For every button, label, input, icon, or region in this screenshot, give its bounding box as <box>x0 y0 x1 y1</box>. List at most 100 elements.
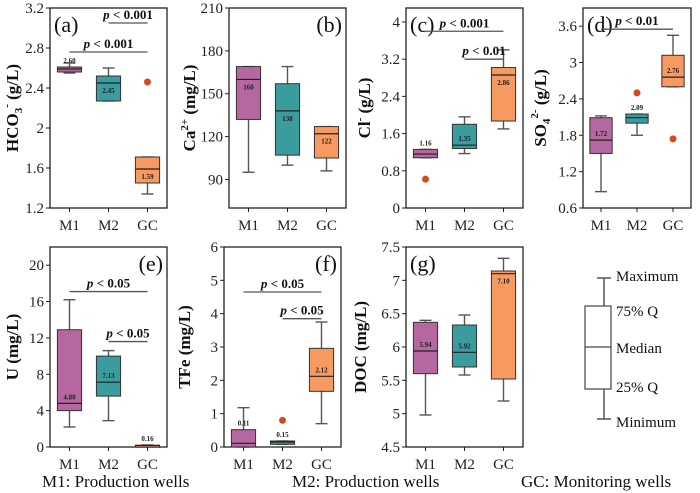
median-value-label: 5.92 <box>458 342 471 350</box>
x-tick-label: M2 <box>454 218 475 234</box>
panel-f: 0 1 2 3 4 5 6 M1 M2 GC TFe (mg/L) (f) 0.11 0.15 2.12 p … <box>175 240 342 473</box>
panel-label: (g) <box>410 251 436 276</box>
median-value-label: 0.11 <box>238 420 250 428</box>
iqr-box <box>313 126 340 159</box>
box-M1: 1.16 <box>412 139 439 183</box>
iqr-box <box>269 440 296 445</box>
legend-label-median: Median <box>616 341 662 357</box>
y-tick-label: 6 <box>393 340 401 356</box>
box-M2: 2.09 <box>625 89 649 136</box>
iqr-box <box>95 355 122 397</box>
legend-label-q75: 75% Q <box>616 304 658 320</box>
panel-e: 0 4 8 12 16 20 M1 M2 GC U (mg/L) (e) 4.80 7.13 0.16 p … <box>3 246 168 473</box>
box-M2: 2.45 <box>95 67 122 102</box>
panel-g: 4.5 5 5.5 6 6.5 7 7.5 M1 M2 GC DOC (mg/L) (g) 5.94 5.… <box>351 240 524 473</box>
x-tick-label: GC <box>137 218 158 234</box>
x-tick-label: M2 <box>98 218 119 234</box>
y-tick-label: 150 <box>201 87 224 103</box>
box-M2: 0.15 <box>269 416 296 446</box>
panel-c: 0 0.8 1.6 2.4 3.2 4 M1 M2 GC Cl- (g/L) (c) 1.16 1.35… <box>354 7 524 234</box>
legend-label-q25: 25% Q <box>616 380 658 396</box>
y-tick-label: 0 <box>37 440 45 456</box>
panel-label: (c) <box>410 12 434 37</box>
box-legend: Maximum 75% Q Median 25% Q Minimum <box>584 269 679 431</box>
significance-label: p < 0.01 <box>461 43 505 58</box>
y-tick-label: 0 <box>393 201 401 217</box>
panel-label: (b) <box>316 12 342 37</box>
y-tick-label: 3 <box>570 56 578 72</box>
y-tick-label: 2.4 <box>25 81 44 97</box>
outlier-point <box>144 78 151 86</box>
y-axis-label: DOC (mg/L) <box>351 301 370 393</box>
x-tick-label: GC <box>316 218 337 234</box>
box-GC: 2.12 <box>308 321 335 425</box>
y-axis-label: SO42- (g/L) <box>529 69 553 147</box>
significance-label: p < 0.001 <box>439 15 490 30</box>
box-M1: 2.60 <box>56 57 83 74</box>
panel-label: (a) <box>54 12 78 37</box>
median-value-label: 160 <box>243 83 254 91</box>
panel-a: 1.2 1.6 2 2.4 2.8 3.2 M1 M2 GC HCO3- (g/L) (a) 2.60… <box>1 1 168 234</box>
y-tick-label: 0.8 <box>381 164 400 180</box>
y-tick-label: 5.5 <box>381 373 400 389</box>
median-value-label: 2.45 <box>102 87 115 95</box>
y-tick-label: 3.2 <box>25 1 44 17</box>
box-GC: 0.16 <box>134 435 161 448</box>
x-tick-label: M1 <box>238 218 259 234</box>
x-tick-label: M1 <box>415 457 436 473</box>
x-tick-label: M2 <box>454 457 475 473</box>
iqr-box <box>95 75 122 102</box>
iqr-box <box>490 270 517 380</box>
panel-label: (f) <box>315 251 337 276</box>
iqr-box <box>589 117 613 154</box>
y-tick-label: 3 <box>211 340 219 356</box>
y-tick-label: 3.6 <box>558 19 577 35</box>
x-tick-label: GC <box>311 457 332 473</box>
x-tick-label: M1 <box>591 218 612 234</box>
significance-label: p < 0.05 <box>260 276 305 291</box>
y-tick-label: 16 <box>29 295 45 311</box>
footer-gc: GC: Monitoring wells <box>521 472 671 491</box>
x-tick-label: M2 <box>272 457 293 473</box>
box-M2: 138 <box>274 65 301 166</box>
box-M1: 5.94 <box>412 319 439 416</box>
median-value-label: 2.76 <box>667 67 680 75</box>
y-tick-label: 2 <box>37 121 45 137</box>
y-tick-label: 7.5 <box>381 240 400 256</box>
box-GC: 122 <box>313 125 340 172</box>
legend-label-maximum: Maximum <box>616 269 679 285</box>
x-tick-label: M2 <box>277 218 298 234</box>
median-value-label: 0.15 <box>276 431 289 439</box>
y-tick-label: 4 <box>37 404 45 420</box>
y-axis-label: HCO3- (g/L) <box>1 64 25 152</box>
y-tick-label: 12 <box>29 331 44 347</box>
iqr-box <box>661 54 685 88</box>
y-tick-label: 8 <box>37 367 45 383</box>
iqr-box <box>235 66 262 120</box>
median-value-label: 5.94 <box>419 341 432 349</box>
iqr-box <box>490 67 517 122</box>
y-tick-label: 3.2 <box>381 52 400 68</box>
y-tick-label: 6.5 <box>381 307 400 323</box>
y-tick-label: 5 <box>211 273 219 289</box>
x-tick-label: M2 <box>627 218 648 234</box>
panel-label: (d) <box>587 12 613 37</box>
median-value-label: 0.16 <box>141 435 154 443</box>
y-axis-label: Ca2+ (mg/L) <box>179 65 199 152</box>
x-tick-label: GC <box>493 218 514 234</box>
y-tick-label: 1.2 <box>558 165 577 181</box>
y-tick-label: 4 <box>211 307 219 323</box>
median-value-label: 1.16 <box>419 139 432 147</box>
x-tick-label: M1 <box>415 218 436 234</box>
median-value-label: 2.12 <box>315 366 328 374</box>
box-M1: 1.72 <box>589 115 613 193</box>
iqr-box <box>625 113 649 124</box>
median-value-label: 138 <box>282 115 293 123</box>
outlier-point <box>669 135 677 143</box>
significance-label: p < 0.05 <box>105 326 150 341</box>
significance-label: p < 0.01 <box>614 13 658 28</box>
significance-label: p < 0.001 <box>83 36 134 51</box>
outlier-point <box>633 89 641 97</box>
outlier-point <box>279 416 286 424</box>
y-tick-label: 180 <box>201 44 224 60</box>
